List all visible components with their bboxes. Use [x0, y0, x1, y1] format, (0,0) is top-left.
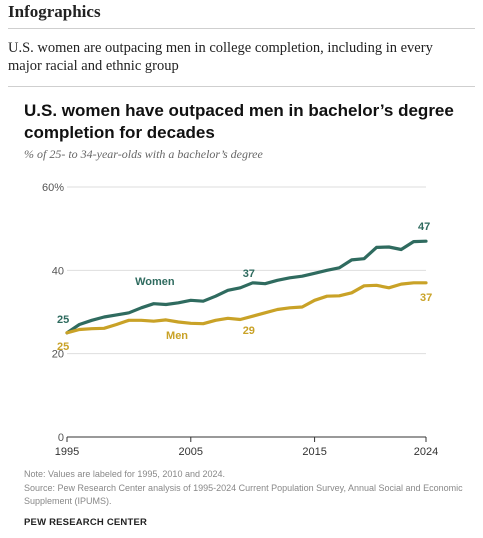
section-divider: [8, 86, 475, 87]
data-label: 47: [418, 221, 430, 233]
data-label: 25: [57, 341, 69, 353]
line-chart: 0 20 40 60% 1995 2005 2015 2024 Women Men 25 37 47 25…: [42, 182, 438, 458]
chart-subtitle: % of 25- to 34-year-olds with a bachelor…: [24, 147, 263, 161]
section-title: Infographics: [8, 2, 101, 21]
chart-title: U.S. women have outpaced men in bachelor…: [24, 101, 454, 142]
data-label: 37: [420, 292, 432, 304]
data-label: 29: [243, 325, 255, 337]
series-label-men: Men: [166, 330, 188, 342]
x-tick-label: 2024: [414, 446, 438, 458]
data-label: 25: [57, 314, 69, 326]
top-divider: [8, 28, 475, 29]
x-tick-label: 2005: [179, 446, 203, 458]
series-line-women: [65, 239, 428, 335]
data-label: 37: [243, 268, 255, 280]
chart-note: Note: Values are labeled for 1995, 2010 …: [24, 469, 225, 479]
y-tick-label: 0: [58, 432, 64, 444]
series-label-women: Women: [135, 276, 175, 288]
y-tick-label: 40: [52, 265, 64, 277]
x-tick-label: 2015: [302, 446, 326, 458]
series-line-men: [65, 281, 428, 335]
y-tick-label: 20: [52, 349, 64, 361]
chart-source: Source: Pew Research Center analysis of …: [24, 483, 463, 506]
x-tick-label: 1995: [55, 446, 79, 458]
brand-name: PEW RESEARCH CENTER: [24, 517, 148, 528]
lede-text: U.S. women are outpacing men in college …: [8, 40, 433, 74]
y-tick-label: 60%: [42, 182, 64, 194]
